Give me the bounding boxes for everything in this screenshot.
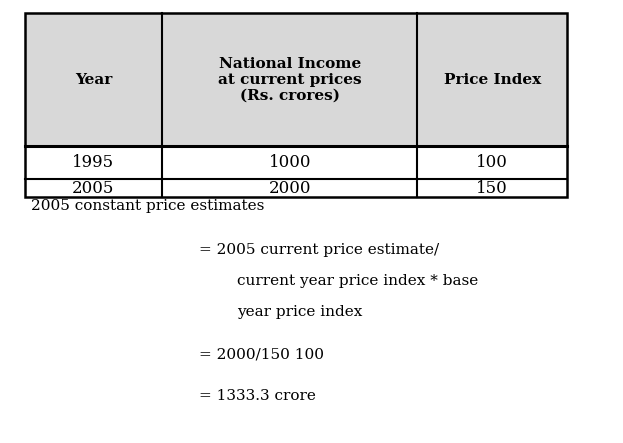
Text: 100: 100 — [476, 154, 508, 171]
Bar — [25, 13, 567, 146]
Text: 1000: 1000 — [269, 154, 311, 171]
Text: Year: Year — [75, 73, 112, 87]
Text: current year price index * base: current year price index * base — [237, 274, 478, 288]
Bar — [25, 146, 567, 179]
Text: = 1333.3 crore: = 1333.3 crore — [199, 389, 316, 404]
Bar — [25, 179, 567, 197]
Text: = 2005 current price estimate/: = 2005 current price estimate/ — [199, 243, 439, 257]
Text: 2005: 2005 — [72, 180, 115, 197]
Text: year price index: year price index — [237, 305, 362, 319]
Text: 2005 constant price estimates: 2005 constant price estimates — [31, 199, 265, 213]
Text: National Income
at current prices
(Rs. crores): National Income at current prices (Rs. c… — [218, 57, 361, 103]
Text: 2000: 2000 — [269, 180, 311, 197]
Text: = 2000/150 100: = 2000/150 100 — [199, 347, 325, 361]
Text: 150: 150 — [477, 180, 508, 197]
Bar — [25, 13, 567, 197]
Text: 1995: 1995 — [72, 154, 115, 171]
Text: Price Index: Price Index — [444, 73, 541, 87]
